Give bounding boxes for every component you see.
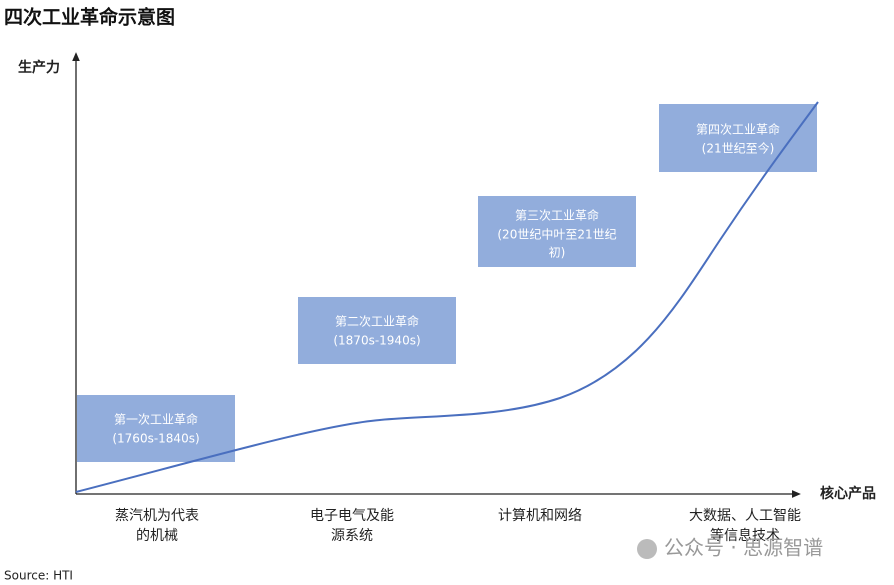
product-label: 等信息技术 [710, 527, 780, 544]
stage-box [298, 297, 456, 364]
stage-period: (1760s-1840s) [112, 432, 199, 446]
stage-box [77, 395, 235, 462]
stage-label: 第一次工业革命 [114, 412, 198, 427]
source: Source: HTI [4, 569, 73, 583]
watermark: 公众号 · 思源智谱 [664, 536, 823, 560]
watermark-icon [637, 539, 657, 559]
stage-box [659, 104, 817, 172]
stage-label: 第三次工业革命 [515, 208, 599, 223]
stage-box [478, 196, 636, 267]
stage-period: (1870s-1940s) [333, 334, 420, 348]
product-label: 电子电气及能 [310, 508, 394, 524]
title: 四次工业革命示意图 [4, 6, 175, 29]
product-label: 大数据、人工智能 [689, 508, 801, 524]
product-label: 计算机和网络 [498, 508, 582, 524]
product-label: 蒸汽机为代表 [115, 508, 199, 524]
stage-label: 第二次工业革命 [335, 314, 419, 329]
stage-label: 第四次工业革命 [696, 122, 780, 137]
stage-boxes [77, 104, 817, 462]
x-axis-label: 核心产品 [820, 485, 876, 502]
growth-curve [75, 101, 819, 493]
y-axis-label: 生产力 [18, 59, 60, 76]
stage-period: (20世纪中叶至21世纪 [497, 227, 616, 242]
stage-period: 初) [549, 246, 566, 260]
stage-period: (21世纪至今) [702, 141, 775, 156]
product-label: 源系统 [331, 528, 373, 544]
product-label: 的机械 [136, 528, 178, 544]
